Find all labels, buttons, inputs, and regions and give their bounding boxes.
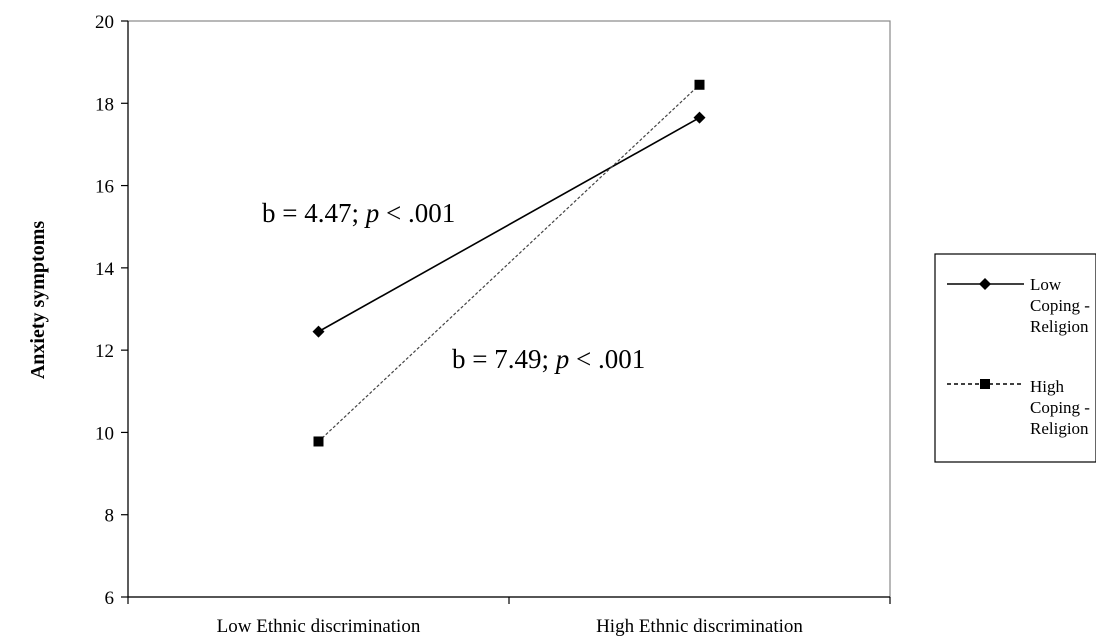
legend-swatch-high-square-icon — [980, 379, 990, 389]
legend-low-line-3: Religion — [1030, 317, 1089, 336]
plot-area — [127, 20, 891, 598]
data-point-diamond — [312, 325, 325, 338]
legend-swatch-low-diamond-icon — [979, 278, 991, 290]
x-tick-label: High Ethnic discrimination — [596, 616, 803, 637]
svg-text:High Coping -: High Coping - Religion — [1030, 377, 1094, 438]
legend-low-line-2: Coping - — [1030, 296, 1090, 315]
annotation-high-coping: b = 7.49; p < .001 — [452, 344, 645, 374]
series-low-coping — [312, 111, 706, 338]
annotation-low-rest: < .001 — [379, 198, 455, 228]
legend-high-line-2: Coping - — [1030, 398, 1090, 417]
legend-item-low-coping: Low Coping - Religion — [947, 275, 1094, 336]
y-tick-label: 14 — [95, 259, 115, 280]
svg-text:Low Coping - R: Low Coping - Religion — [1030, 275, 1094, 336]
y-tick-label: 20 — [95, 12, 114, 33]
legend-item-high-coping: High Coping - Religion — [947, 377, 1094, 438]
annotation-low-coping: b = 4.47; p < .001 — [262, 198, 455, 228]
annotation-low-p: p — [364, 198, 380, 228]
series-layer — [312, 79, 706, 447]
series-line — [318, 84, 700, 442]
x-tick-label: Low Ethnic discrimination — [217, 616, 421, 637]
x-ticks: Low Ethnic discrimination High Ethnic dis… — [127, 597, 891, 637]
y-tick-label: 10 — [95, 423, 114, 444]
annotation-high-p: p — [554, 344, 570, 374]
y-axis-label: Anxiety symptoms — [27, 221, 49, 380]
data-point-square — [313, 436, 324, 447]
legend-low-line-1: Low — [1030, 275, 1062, 294]
legend-high-line-3: Religion — [1030, 419, 1089, 438]
annotation-high-coef: b = 7.49; — [452, 344, 556, 374]
y-tick-label: 18 — [95, 94, 114, 115]
annotation-low-coef: b = 4.47; — [262, 198, 366, 228]
annotation-high-rest: < .001 — [569, 344, 645, 374]
y-tick-label: 12 — [95, 341, 114, 362]
data-point-square — [694, 79, 705, 90]
legend: Low Coping - Religion High Coping - Reli… — [934, 253, 1096, 463]
legend-box — [934, 253, 1096, 463]
y-tick-label: 6 — [105, 588, 115, 609]
plot-frame — [127, 20, 891, 598]
data-point-diamond — [693, 111, 706, 124]
y-tick-label: 8 — [105, 506, 115, 527]
series-line — [318, 116, 700, 333]
y-ticks: 6 8 10 12 14 16 18 20 — [95, 12, 128, 609]
legend-high-line-1: High — [1030, 377, 1065, 396]
series-high-coping — [313, 79, 705, 447]
y-tick-label: 16 — [95, 177, 114, 198]
